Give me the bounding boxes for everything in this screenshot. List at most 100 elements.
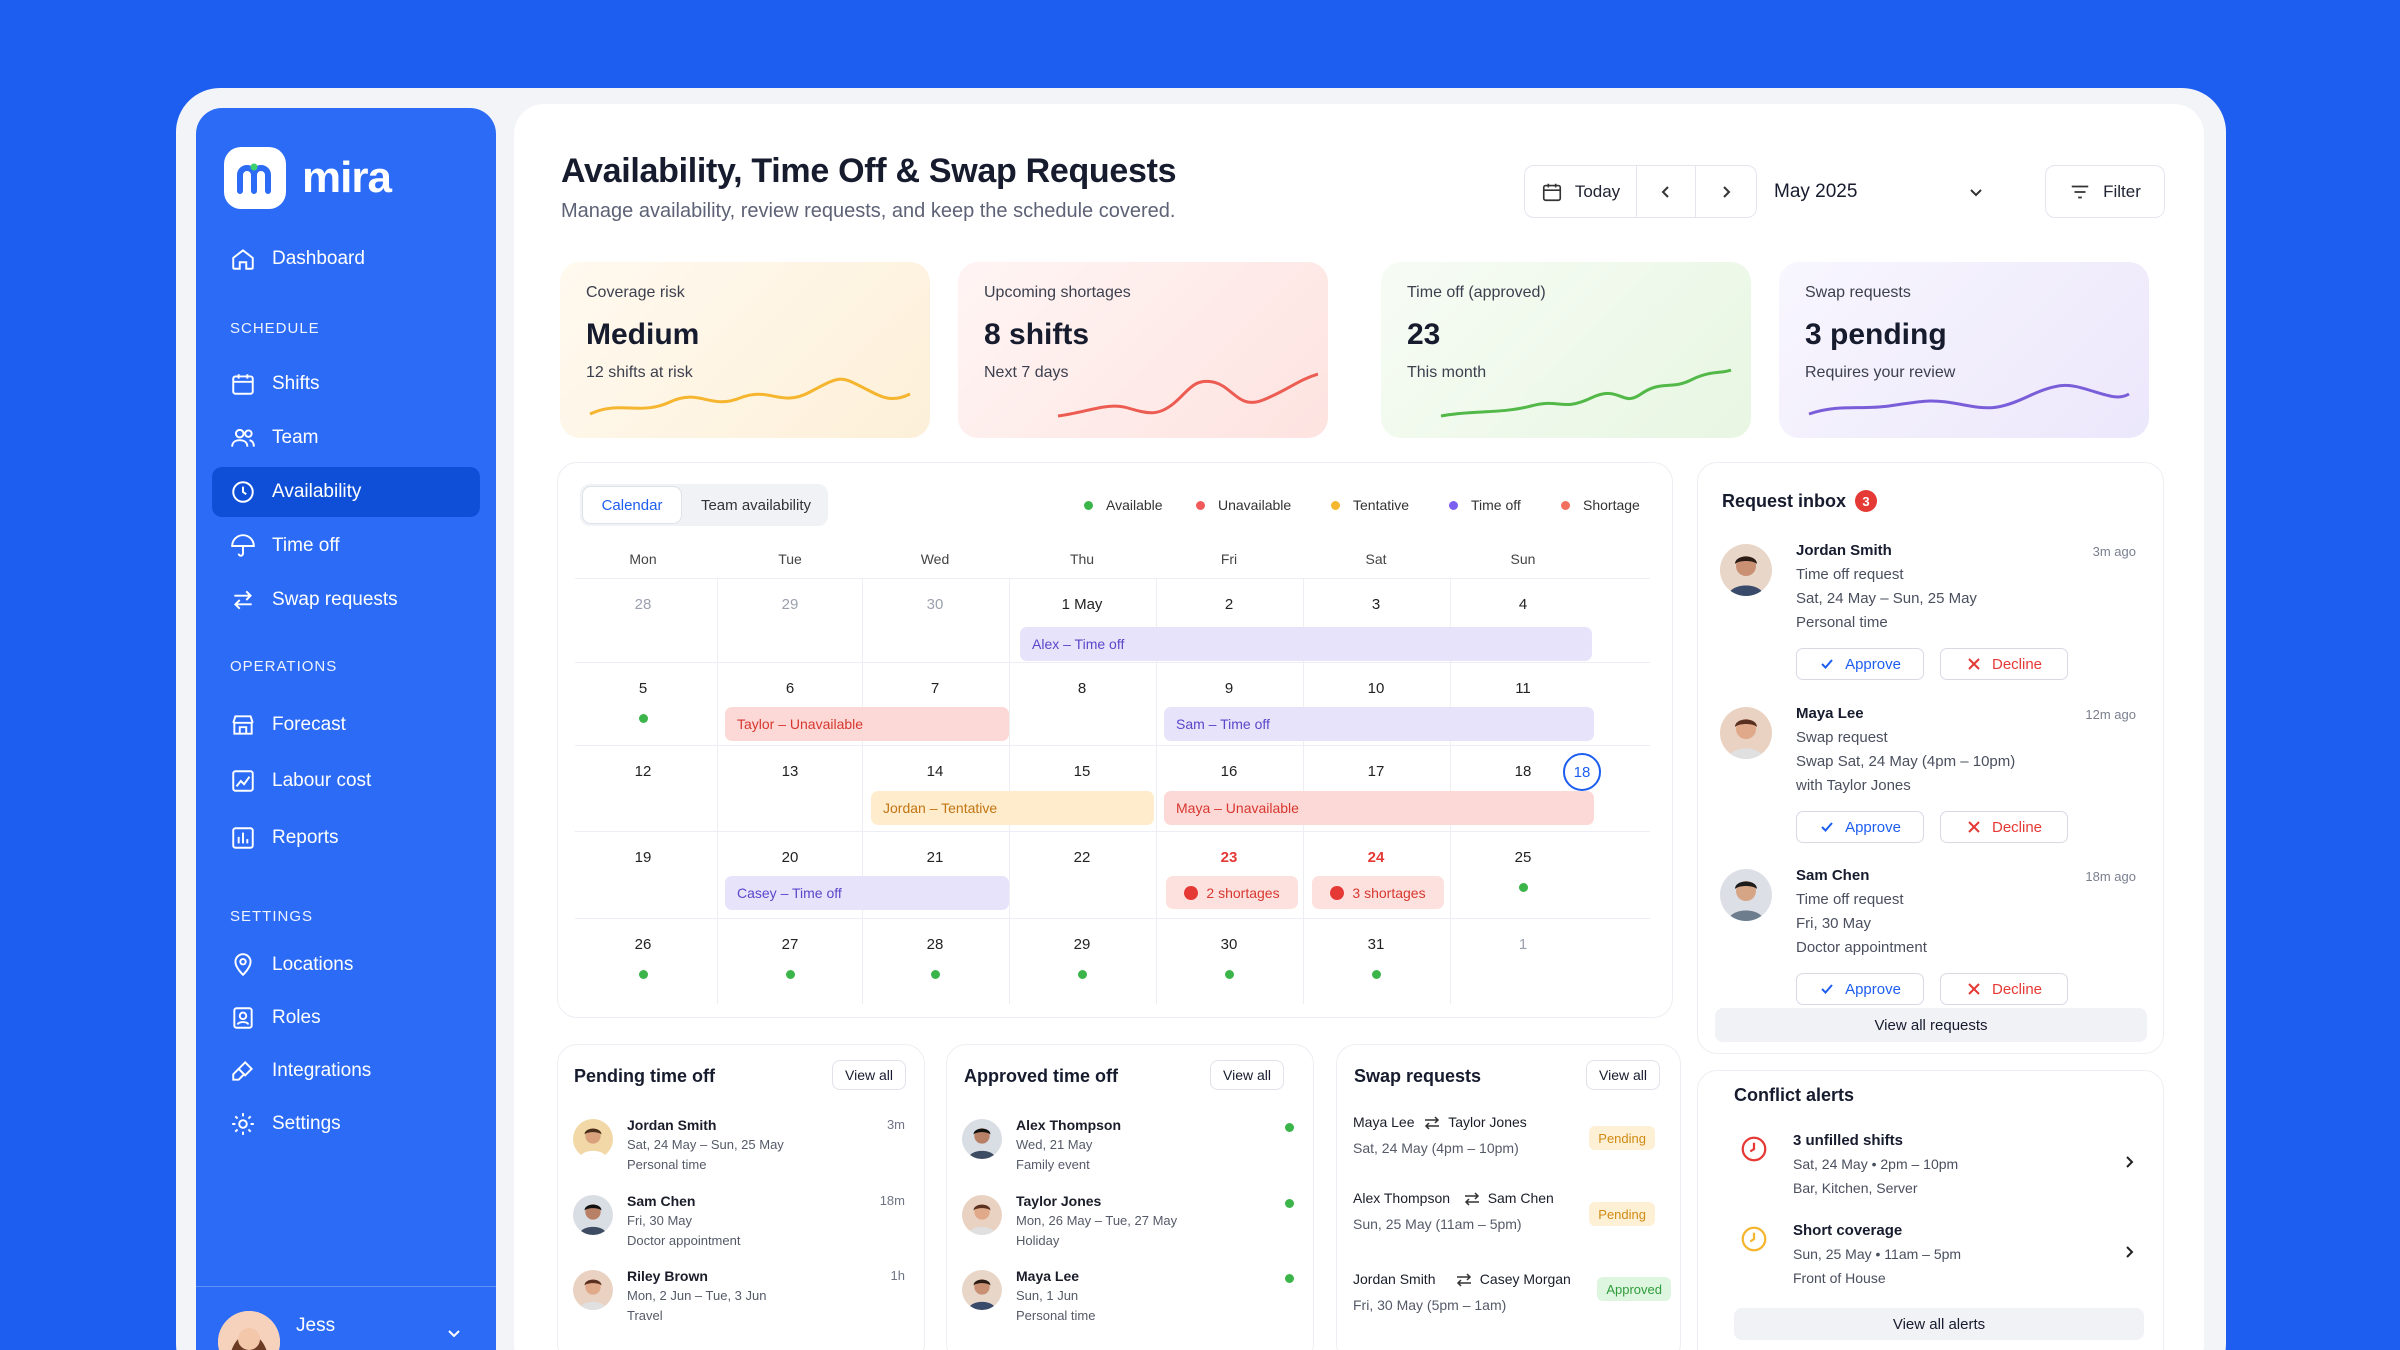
sidebar-item-team[interactable]: Team <box>212 413 480 463</box>
event-maya-unavailable[interactable]: Maya – Unavailable <box>1164 791 1594 825</box>
calendar-day[interactable]: 19 <box>634 849 652 866</box>
calendar-day[interactable]: 30 <box>926 596 944 613</box>
approve-button[interactable]: Approve <box>1796 811 1924 843</box>
inbox-item[interactable]: Sam Chen 18m ago Time off request Fri, 30 M… <box>1720 867 2160 1017</box>
stat-card-shortages[interactable]: Upcoming shortages 8 shifts Next 7 days <box>958 262 1328 438</box>
prev-month-button[interactable] <box>1636 165 1696 218</box>
calendar-day[interactable]: 21 <box>926 849 944 866</box>
today-marker[interactable]: 18 <box>1563 753 1601 791</box>
sidebar-item-labour-cost[interactable]: Labour cost <box>212 756 480 806</box>
view-all-alerts-button[interactable]: View all alerts <box>1734 1308 2144 1340</box>
sidebar-item-settings[interactable]: Settings <box>212 1099 480 1149</box>
sidebar-item-forecast[interactable]: Forecast <box>212 700 480 750</box>
calendar-day[interactable]: 1 May <box>1061 596 1103 613</box>
event-casey-time-off[interactable]: Casey – Time off <box>725 876 1009 910</box>
clock-icon <box>1739 1134 1769 1164</box>
inbox-item[interactable]: Maya Lee 12m ago Swap request Swap Sat, 24 … <box>1720 705 2160 855</box>
stat-card-time-off[interactable]: Time off (approved) 23 This month <box>1381 262 1751 438</box>
approve-button[interactable]: Approve <box>1796 648 1924 680</box>
decline-button[interactable]: Decline <box>1940 648 2068 680</box>
calendar-day[interactable]: 8 <box>1077 680 1087 697</box>
view-all-requests-button[interactable]: View all requests <box>1715 1008 2147 1042</box>
calendar-day[interactable]: 15 <box>1073 763 1091 780</box>
calendar-day[interactable]: 31 <box>1367 936 1385 953</box>
sidebar-item-shifts[interactable]: Shifts <box>212 359 480 409</box>
calendar-day[interactable]: 10 <box>1367 680 1385 697</box>
calendar-day[interactable]: 2 <box>1224 596 1234 613</box>
event-taylor-unavailable[interactable]: Taylor – Unavailable <box>725 707 1009 741</box>
calendar-day[interactable]: 16 <box>1220 763 1238 780</box>
calendar-day[interactable]: 11 <box>1515 680 1531 697</box>
sidebar-item-time-off[interactable]: Time off <box>212 521 480 571</box>
calendar-day[interactable]: 4 <box>1518 596 1528 613</box>
calendar-day[interactable]: 23 <box>1220 849 1238 866</box>
next-month-button[interactable] <box>1695 165 1757 218</box>
list-item[interactable]: Maya Lee Sun, 1 Jun Personal time <box>962 1268 1302 1334</box>
employee-name: Jordan Smith <box>627 1117 717 1133</box>
list-item[interactable]: Sam Chen Fri, 30 May Doctor appointment 18m <box>573 1193 913 1259</box>
event-sam-time-off[interactable]: Sam – Time off <box>1164 707 1594 741</box>
calendar-day[interactable]: 7 <box>930 680 940 697</box>
calendar-day[interactable]: 24 <box>1367 849 1385 866</box>
conflict-item[interactable]: 3 unfilled shifts Sat, 24 May • 2pm – 10p… <box>1735 1132 2135 1202</box>
grid-row-line <box>575 831 1650 832</box>
calendar-day[interactable]: 30 <box>1220 936 1238 953</box>
approved-view-all-button[interactable]: View all <box>1210 1060 1284 1090</box>
sidebar-item-roles[interactable]: Roles <box>212 993 480 1043</box>
calendar-day[interactable]: 14 <box>926 763 944 780</box>
event-jordan-tentative[interactable]: Jordan – Tentative <box>871 791 1154 825</box>
calendar-day[interactable]: 17 <box>1367 763 1385 780</box>
approve-button[interactable]: Approve <box>1796 973 1924 1005</box>
filter-button[interactable]: Filter <box>2045 165 2165 218</box>
calendar-day[interactable]: 22 <box>1073 849 1091 866</box>
stat-card-coverage[interactable]: Coverage risk Medium 12 shifts at risk <box>560 262 930 438</box>
calendar-day[interactable]: 29 <box>1073 936 1091 953</box>
calendar-day[interactable]: 28 <box>926 936 944 953</box>
shortage-badge-23[interactable]: 2 shortages <box>1166 876 1298 909</box>
sidebar-item-integrations[interactable]: Integrations <box>212 1046 480 1096</box>
conflict-item[interactable]: Short coverage Sun, 25 May • 11am – 5pm Fr… <box>1735 1222 2135 1292</box>
calendar-day[interactable]: 27 <box>781 936 799 953</box>
list-item[interactable]: Riley Brown Mon, 2 Jun – Tue, 3 Jun Travel… <box>573 1268 913 1334</box>
calendar-day[interactable]: 1 <box>1518 936 1528 953</box>
calendar-day[interactable]: 29 <box>781 596 799 613</box>
calendar-day[interactable]: 18 <box>1514 763 1532 780</box>
calendar-day[interactable]: 3 <box>1371 596 1381 613</box>
list-item[interactable]: Jordan Smith Sat, 24 May – Sun, 25 May Per… <box>573 1117 913 1183</box>
calendar-day[interactable]: 9 <box>1224 680 1234 697</box>
calendar-day[interactable]: 26 <box>634 936 652 953</box>
inbox-item[interactable]: Jordan Smith 3m ago Time off request Sat, 2… <box>1720 542 2160 692</box>
user-menu[interactable]: Jess <box>196 1286 496 1350</box>
month-select[interactable]: May 2025 <box>1774 165 1994 218</box>
decline-button[interactable]: Decline <box>1940 811 2068 843</box>
pending-view-all-button[interactable]: View all <box>832 1060 906 1090</box>
tab-calendar[interactable]: Calendar <box>582 486 682 524</box>
swaps-view-all-button[interactable]: View all <box>1586 1060 1660 1090</box>
calendar-day[interactable]: 25 <box>1514 849 1532 866</box>
calendar-day[interactable]: 5 <box>638 680 648 697</box>
swap-item[interactable]: Alex Thompson Sam Chen Sun, 25 May (11am –… <box>1353 1190 1673 1250</box>
today-button[interactable]: Today <box>1524 165 1637 218</box>
sidebar-item-reports[interactable]: Reports <box>212 813 480 863</box>
shortage-badge-24[interactable]: 3 shortages <box>1312 876 1444 909</box>
decline-button[interactable]: Decline <box>1940 973 2068 1005</box>
swap-item[interactable]: Jordan Smith Casey Morgan Fri, 30 May (5pm… <box>1353 1271 1673 1331</box>
swap-item[interactable]: Maya Lee Taylor Jones Sat, 24 May (4pm – 1… <box>1353 1114 1673 1174</box>
calendar-day[interactable]: 6 <box>785 680 795 697</box>
stat-card-swaps[interactable]: Swap requests 3 pending Requires your re… <box>1779 262 2149 438</box>
list-item[interactable]: Taylor Jones Mon, 26 May – Tue, 27 May Hol… <box>962 1193 1302 1259</box>
sidebar-item-swap-requests[interactable]: Swap requests <box>212 575 480 625</box>
sidebar-item-availability[interactable]: Availability <box>212 467 480 517</box>
calendar-day[interactable]: 13 <box>781 763 799 780</box>
calendar-day[interactable]: 20 <box>781 849 799 866</box>
calendar-day[interactable]: 12 <box>634 763 652 780</box>
chevron-right-icon[interactable] <box>2123 1244 2137 1265</box>
tab-team-availability[interactable]: Team availability <box>700 496 812 514</box>
sidebar-item-dashboard[interactable]: Dashboard <box>212 234 480 284</box>
sidebar-item-locations[interactable]: Locations <box>212 940 480 990</box>
chevron-right-icon[interactable] <box>2123 1154 2137 1175</box>
event-alex-time-off[interactable]: Alex – Time off <box>1020 627 1592 661</box>
calendar-day[interactable]: 28 <box>634 596 652 613</box>
list-item[interactable]: Alex Thompson Wed, 21 May Family event <box>962 1117 1302 1183</box>
brand[interactable]: mira <box>224 147 392 209</box>
